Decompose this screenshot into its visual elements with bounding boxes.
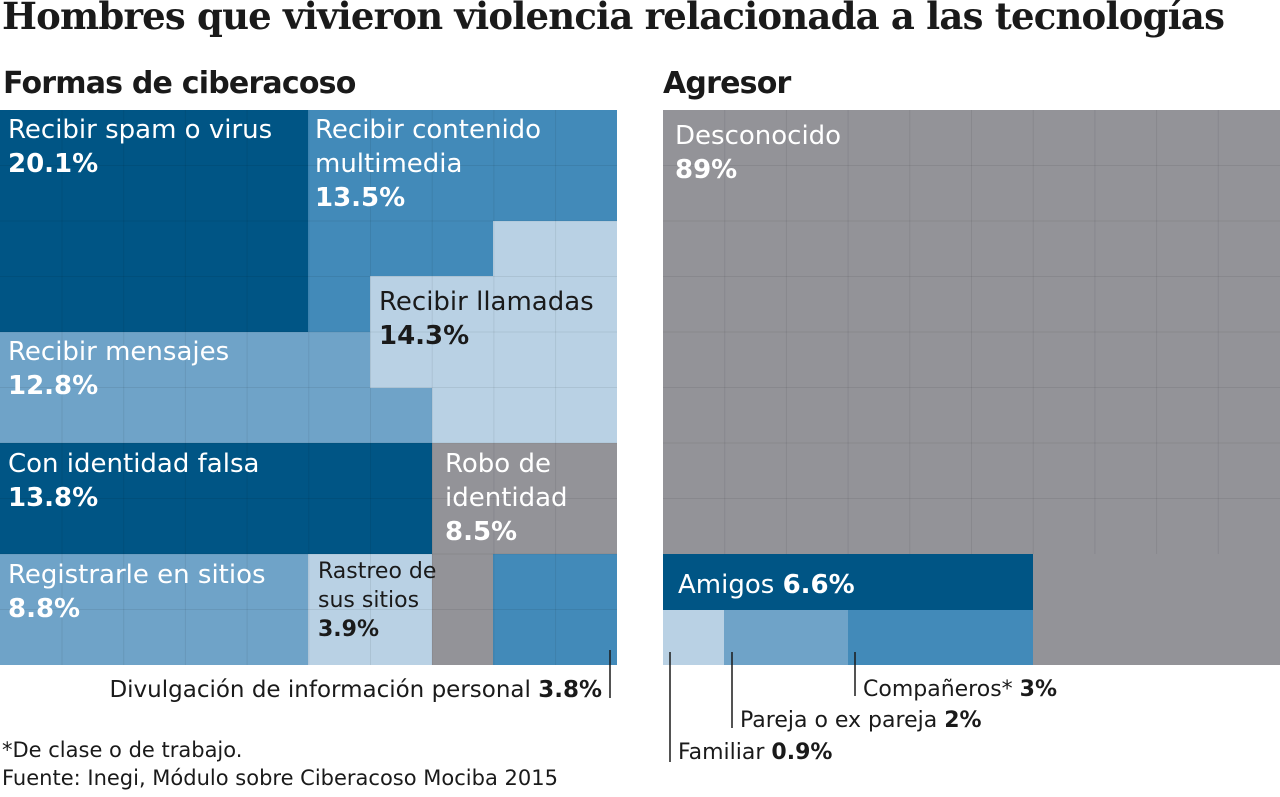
label-robo-de-identidad: Robo de xyxy=(445,449,551,479)
cell-recibir-mensajes xyxy=(0,332,432,443)
label-companeros: Compañeros* 3% xyxy=(863,677,1057,702)
label-rastreo-de-sus-sitios: Rastreo de xyxy=(318,559,436,584)
footnote-note: *De clase o de trabajo. xyxy=(2,738,243,762)
label-recibir-contenido-multimedia: Recibir contenido xyxy=(315,115,541,145)
right-panel-title: Agresor xyxy=(663,66,791,101)
treemap-agresor: Desconocido 89% Amigos 6.6% Compañeros* 3% P… xyxy=(663,110,1280,765)
value-recibir-spam-o-virus: 20.1% xyxy=(8,149,98,179)
cell-recibir-llamadas xyxy=(370,221,617,443)
value-desconocido: 89% xyxy=(675,155,737,185)
value-rastreo-de-sus-sitios: 3.9% xyxy=(318,617,379,642)
cell-familiar xyxy=(663,610,724,665)
cell-amigos xyxy=(663,554,1033,610)
cell-rastreo-de-sus-sitios xyxy=(308,554,432,665)
cell-registrarle-en-sitios xyxy=(0,554,308,665)
value-registrarle-en-sitios: 8.8% xyxy=(8,594,80,624)
value-robo-de-identidad: 8.5% xyxy=(445,517,517,547)
label-desconocido: Desconocido xyxy=(675,121,841,151)
value-recibir-contenido-multimedia: 13.5% xyxy=(315,183,405,213)
label-registrarle-en-sitios: Registrarle en sitios xyxy=(8,560,266,590)
label-recibir-mensajes: Recibir mensajes xyxy=(8,337,229,367)
label-robo-de-identidad: identidad xyxy=(445,483,568,513)
label-pareja-o-ex-pareja: Pareja o ex pareja 2% xyxy=(740,708,982,733)
value-recibir-llamadas: 14.3% xyxy=(379,321,469,351)
label-familiar: Familiar 0.9% xyxy=(678,740,832,765)
left-panel-title: Formas de ciberacoso xyxy=(3,66,356,101)
cell-con-identidad-falsa xyxy=(0,443,432,554)
cell-recibir-spam-o-virus xyxy=(0,110,308,332)
cell-divulgacion-de-informacion-personal xyxy=(493,554,617,665)
value-recibir-mensajes: 12.8% xyxy=(8,371,98,401)
cell-companeros xyxy=(848,610,1033,665)
label-recibir-spam-o-virus: Recibir spam o virus xyxy=(8,115,272,145)
label-rastreo-de-sus-sitios: sus sitios xyxy=(318,588,419,613)
footnote-source: Fuente: Inegi, Módulo sobre Ciberacoso M… xyxy=(2,766,558,790)
label-recibir-llamadas: Recibir llamadas xyxy=(379,287,594,317)
cell-recibir-contenido-multimedia xyxy=(308,110,617,332)
grid-left xyxy=(0,110,617,665)
cell-pareja-o-ex-pareja xyxy=(724,610,848,665)
chart-title: Hombres que vivieron violencia relaciona… xyxy=(2,0,1225,38)
grid-right xyxy=(663,110,1280,554)
label-amigos: Amigos 6.6% xyxy=(678,570,855,600)
value-con-identidad-falsa: 13.8% xyxy=(8,483,98,513)
label-recibir-contenido-multimedia: multimedia xyxy=(315,149,462,179)
treemap-formas-ciberacoso: Recibir spam o virus 20.1% Recibir conteni… xyxy=(0,110,617,703)
label-divulgacion: Divulgación de información personal 3.8% xyxy=(109,677,602,703)
label-con-identidad-falsa: Con identidad falsa xyxy=(8,449,259,479)
